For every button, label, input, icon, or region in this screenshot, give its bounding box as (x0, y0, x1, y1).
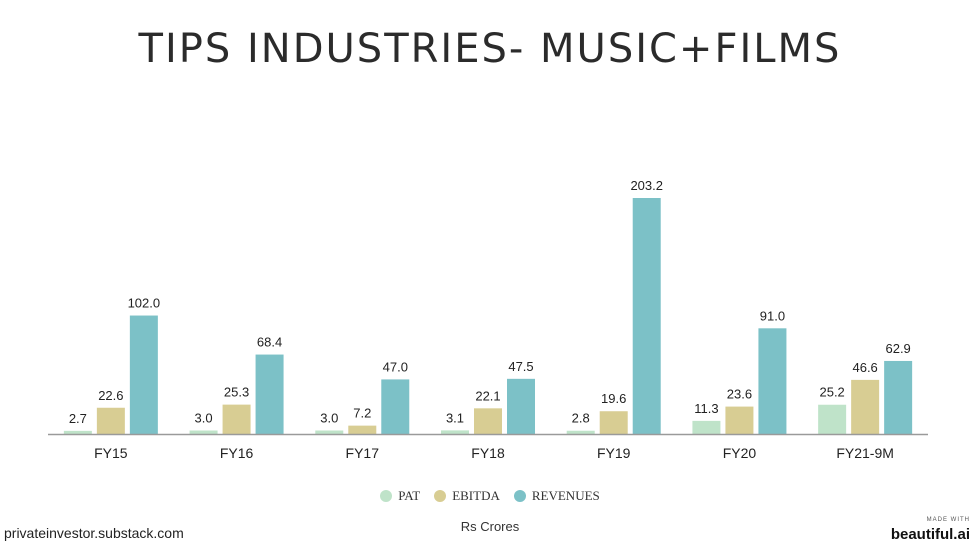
legend-item-revenues: REVENUES (513, 488, 600, 504)
x-tick-label: FY20 (723, 445, 757, 461)
bar-pat-fy19 (566, 430, 595, 434)
data-label-revenues-fy16: 68.4 (257, 335, 282, 350)
legend-item-pat: PAT (380, 488, 420, 504)
bar-ebitda-fy18 (474, 408, 502, 434)
data-label-revenues-fy21-9m: 62.9 (885, 341, 910, 356)
legend-swatch-revenues (513, 490, 526, 502)
legend-swatch-ebitda (434, 490, 447, 502)
data-label-pat-fy17: 3.0 (320, 411, 338, 426)
data-label-revenues-fy17: 47.0 (383, 359, 408, 374)
bar-pat-fy15 (63, 430, 92, 434)
legend-label-pat: PAT (398, 488, 421, 503)
legend-label-revenues: REVENUES (531, 488, 600, 503)
data-label-ebitda-fy15: 22.6 (98, 388, 123, 403)
data-label-pat-fy20: 11.3 (694, 401, 718, 416)
legend-item-ebitda: EBITDA (434, 488, 500, 504)
brand-logo: MADE WITH beautiful.ai (891, 517, 970, 542)
data-label-pat-fy15: 2.7 (69, 411, 87, 426)
bar-revenues-fy18 (507, 378, 535, 434)
bar-ebitda-fy15 (96, 407, 125, 434)
data-label-revenues-fy19: 203.2 (630, 178, 663, 193)
bar-revenues-fy17 (381, 379, 410, 434)
bar-pat-fy20 (692, 420, 721, 434)
data-label-ebitda-fy17: 7.2 (353, 406, 371, 421)
bar-revenues-fy20 (758, 328, 787, 434)
bar-revenues-fy15 (129, 315, 158, 434)
bar-ebitda-fy21-9m (851, 379, 880, 434)
x-tick-label: FY21-9M (836, 445, 894, 461)
data-label-revenues-fy20: 91.0 (760, 308, 785, 323)
data-label-ebitda-fy18: 22.1 (475, 388, 500, 403)
bar-pat-fy16 (189, 430, 218, 434)
brand-main-text: beautiful.ai (890, 526, 970, 543)
legend-swatch-pat (380, 490, 393, 502)
bar-ebitda-fy19 (599, 411, 628, 434)
legend: PAT EBITDA REVENUES (0, 488, 980, 504)
x-tick-label: FY18 (471, 445, 505, 461)
bar-revenues-fy19 (632, 198, 661, 434)
source-link[interactable]: privateinvestor.substack.com (4, 525, 184, 541)
bar-revenues-fy16 (255, 354, 284, 434)
data-label-pat-fy18: 3.1 (446, 410, 464, 425)
bar-chart: 2.7 22.6 102.0 FY15 3.0 25.3 68.4 FY16 3.0 7.2 47.… (48, 178, 928, 461)
legend-label-ebitda: EBITDA (452, 488, 500, 503)
x-tick-label: FY17 (346, 445, 380, 461)
bar-pat-fy18 (441, 430, 469, 434)
data-label-revenues-fy18: 47.5 (508, 359, 533, 374)
brand-small-text: MADE WITH (926, 517, 970, 523)
bar-ebitda-fy16 (222, 404, 251, 434)
data-label-revenues-fy15: 102.0 (128, 296, 161, 311)
bar-ebitda-fy17 (348, 425, 377, 434)
data-label-ebitda-fy16: 25.3 (224, 385, 249, 400)
data-label-ebitda-fy19: 19.6 (601, 391, 626, 406)
data-label-ebitda-fy21-9m: 46.6 (852, 360, 877, 375)
data-label-pat-fy16: 3.0 (195, 411, 213, 426)
x-tick-label: FY15 (94, 445, 128, 461)
bar-ebitda-fy20 (725, 406, 754, 434)
chart-subtitle: Rs Crores (460, 519, 520, 534)
data-label-pat-fy19: 2.8 (572, 411, 590, 426)
bar-revenues-fy21-9m (884, 360, 913, 434)
chart-title: TIPS INDUSTRIES- MUSIC+FILMS (138, 26, 842, 72)
bar-pat-fy17 (315, 430, 344, 434)
data-label-ebitda-fy20: 23.6 (727, 387, 752, 402)
x-tick-label: FY19 (597, 445, 631, 461)
x-tick-label: FY16 (220, 445, 254, 461)
data-label-pat-fy21-9m: 25.2 (819, 385, 844, 400)
bar-pat-fy21-9m (818, 404, 847, 434)
